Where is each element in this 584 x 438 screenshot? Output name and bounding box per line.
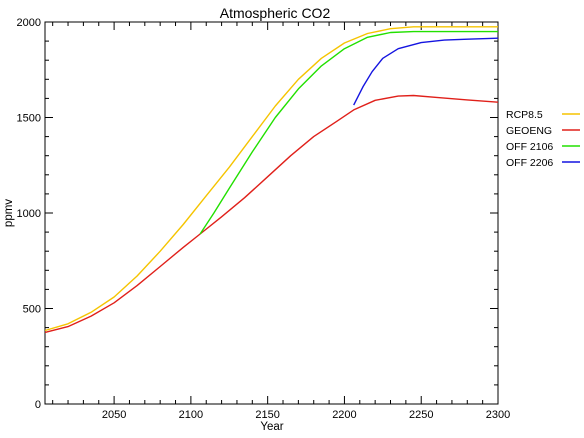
legend: RCP8.5 GEOENG OFF 2106 OFF 2206 [506, 109, 580, 169]
axis-ticks: 2050 2100 2150 2200 2250 2300 0 500 1000 1500 2000 [17, 17, 511, 421]
legend-label-off-2206: OFF 2206 [506, 157, 553, 169]
y-tick-label-1500: 1500 [17, 113, 41, 125]
y-tick-label-2000: 2000 [17, 17, 41, 29]
x-tick-label-2250: 2250 [409, 409, 433, 421]
series-line-rcp8-5 [44, 26, 498, 332]
x-tick-label-2050: 2050 [102, 409, 126, 421]
series-lines [44, 26, 499, 334]
x-tick-label-2300: 2300 [486, 409, 510, 421]
plot-frame [44, 21, 499, 405]
y-axis-label: ppmv [3, 199, 15, 227]
x-axis-label: Year [260, 421, 283, 433]
series-line-geoeng [44, 94, 499, 334]
legend-label-geoeng: GEOENG [506, 125, 552, 137]
legend-label-rcp8-5: RCP8.5 [506, 109, 543, 121]
x-tick-label-2200: 2200 [332, 409, 356, 421]
chart-title: Atmospheric CO2 [220, 5, 331, 21]
legend-label-off-2106: OFF 2106 [506, 141, 553, 153]
series-line-off-2206 [353, 37, 499, 106]
x-tick-label-2100: 2100 [179, 409, 203, 421]
y-tick-label-1000: 1000 [17, 208, 41, 220]
series-line-off-2106 [199, 30, 498, 235]
x-tick-label-2150: 2150 [255, 409, 279, 421]
y-tick-label-0: 0 [35, 399, 41, 411]
y-tick-label-500: 500 [23, 304, 41, 316]
